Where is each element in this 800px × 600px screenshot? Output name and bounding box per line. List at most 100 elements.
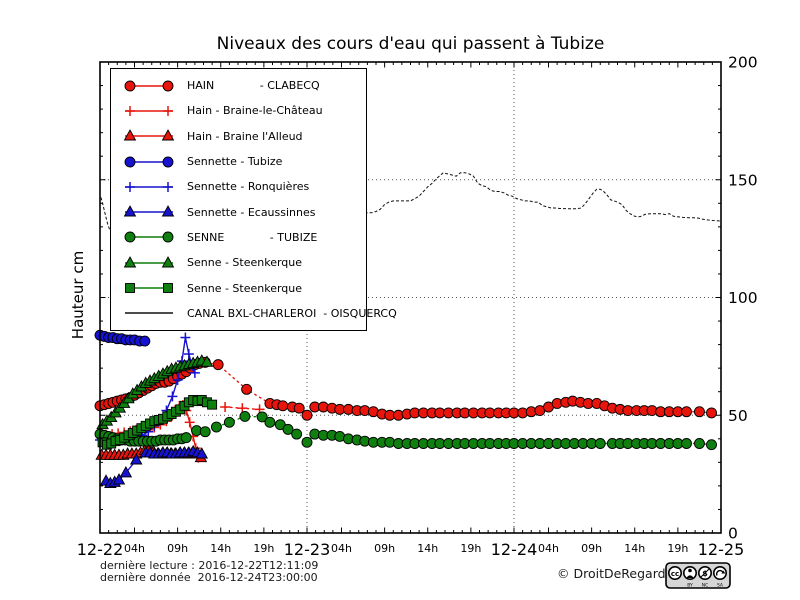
legend-item-label: Hain - Braine l'Alleud [187, 129, 303, 143]
hain_clabecq-marker [277, 400, 289, 412]
hain_clabecq-marker [681, 406, 692, 418]
senne_tubize-marker [210, 421, 222, 433]
senne_tubize-marker [291, 428, 303, 440]
cc-label-sa: SA [717, 583, 724, 589]
x-day-label: 12-25 [698, 540, 745, 559]
senne_steenkerque_triangle-marker [200, 355, 214, 367]
senne_tubize-marker [693, 438, 705, 449]
x-hour-label: 19h [253, 542, 274, 555]
sennette_ecaussinnes-marker [112, 473, 126, 485]
sennette_ecaussinnes-marker [195, 447, 209, 459]
sennette_tubize-legend-sample-icon [124, 156, 174, 167]
senne_tubize-marker [264, 416, 276, 428]
legend-item-hain_clabecq: HAIN - CLABECQ [111, 74, 366, 98]
legend-item-label: SENNE - TUBIZE [187, 230, 318, 244]
legend-item-senne_steenkerque_triangle: Senne - Steenkerque [111, 251, 366, 275]
cc-icon-circle [668, 566, 682, 580]
senne_tubize-marker [199, 426, 211, 438]
sa-arrows-icon [721, 570, 726, 574]
senne_tubize-marker [594, 438, 606, 449]
senne_tubize-marker [681, 438, 692, 449]
x-hour-label: 09h [167, 542, 188, 555]
senne_tubize-marker [282, 423, 294, 435]
senne_steenkerque_square-legend-sample-icon [125, 283, 173, 293]
legend-box: HAIN - CLABECQ Hain - Braine-le-Château Ha… [110, 68, 397, 331]
hain_clabecq-marker [706, 407, 717, 419]
x-hour-label: 14h [210, 542, 231, 555]
senne_tubize-marker [223, 416, 235, 428]
sennette_ecaussinnes-legend-sample-icon [123, 205, 175, 217]
x-hour-label: 19h [667, 542, 688, 555]
cc-label-nc: NC [702, 583, 709, 589]
senne_tubize-marker [274, 419, 286, 431]
sennette_ecaussinnes-marker [129, 453, 143, 465]
legend-item-sennette_ecaussinnes: Sennette - Ecaussinnes [111, 200, 366, 224]
by-person-icon [688, 568, 692, 573]
hain_clabecq-marker [693, 406, 705, 418]
x-hour-label: 09h [374, 542, 395, 555]
hain_clabecq-marker [301, 409, 313, 421]
legend-item-label: Senne - Steenkerque [187, 256, 303, 270]
y-axis-label: Hauteur cm [69, 250, 87, 340]
hain_braine_le_chateau-legend-sample-icon [125, 105, 173, 116]
x-hour-label: 04h [538, 542, 559, 555]
x-day-label: 12-23 [284, 540, 331, 559]
senne_steenkerque_square-marker [207, 399, 218, 410]
cc-icon: cc [671, 570, 679, 578]
legend-item-label: Hain - Braine-le-Château [187, 104, 323, 118]
senne_tubize-marker [706, 439, 717, 451]
x-hour-label: 19h [460, 542, 481, 555]
cc-icon-circle [682, 566, 697, 580]
nc-dollar-icon: $ [702, 569, 708, 578]
hain_braine_alleud-legend-sample-icon [123, 129, 175, 141]
copyright-text: © DroitDeRegard.be [557, 566, 686, 581]
x-hour-label: 14h [417, 542, 438, 555]
senne_tubize-marker [180, 432, 192, 444]
y-tick-label: 0 [728, 525, 738, 543]
senne_steenkerque_triangle-legend-sample-icon [123, 255, 175, 268]
x-hour-label: 04h [124, 542, 145, 555]
legend-item-canal_bxl_charleroi: CANAL BXL-CHARLEROI - OISQUERCQ [111, 301, 397, 325]
legend-item-label: HAIN - CLABECQ [187, 79, 320, 93]
last-data-text: dernière donnée 2016-12-24T23:00:00 [100, 571, 318, 584]
y-tick-label: 50 [728, 407, 748, 425]
cc-icon-circle [712, 566, 727, 580]
sennette_tubize-marker [139, 335, 151, 347]
legend-item-senne_tubize: SENNE - TUBIZE [111, 225, 366, 249]
legend-item-hain_braine_alleud: Hain - Braine l'Alleud [111, 124, 366, 148]
legend-item-label: Sennette - Ecaussinnes [187, 205, 316, 219]
sennette_ecaussinnes-marker [119, 466, 133, 478]
last-reading-text: dernière lecture : 2016-12-22T12:11:09 [100, 559, 319, 572]
senne_tubize-marker [301, 436, 313, 448]
legend-item-sennette_ronquieres: Sennette - Ronquières [111, 175, 366, 199]
hain_clabecq-marker [241, 383, 253, 395]
y-tick-label: 150 [728, 171, 758, 189]
sennette_ronquieres-legend-sample-icon [125, 181, 173, 192]
legend-item-label: Sennette - Tubize [187, 155, 283, 169]
by-person-icon [687, 575, 693, 578]
y-tick-label: 100 [728, 289, 758, 307]
canal_bxl_charleroi-legend-sample-icon [125, 312, 173, 315]
legend-item-label: CANAL BXL-CHARLEROI - OISQUERCQ [187, 306, 397, 320]
legend-item-hain_braine_le_chateau: Hain - Braine-le-Château [111, 99, 366, 123]
nc-dollar-icon [700, 568, 710, 578]
hain_clabecq-legend-sample-icon [124, 80, 174, 92]
cc-license-badge: cc $ BY NC SA [665, 562, 731, 589]
legend-item-label: Senne - Steenkerque [187, 281, 303, 295]
senne_tubize-marker [239, 410, 251, 422]
legend-item-label: Sennette - Ronquières [187, 180, 310, 194]
y-tick-label: 200 [728, 54, 758, 72]
x-hour-label: 09h [581, 542, 602, 555]
senne_tubize-legend-sample-icon [124, 231, 174, 243]
legend-item-sennette_tubize: Sennette - Tubize [111, 150, 366, 174]
legend-item-senne_steenkerque_square: Senne - Steenkerque [111, 276, 366, 300]
hain_clabecq-marker [293, 402, 305, 414]
cc-badge-bg [665, 562, 731, 589]
hain_clabecq-marker [212, 359, 224, 371]
x-day-label: 12-24 [491, 540, 538, 559]
x-hour-label: 04h [331, 542, 352, 555]
chart-title: Niveaux des cours d'eau qui passent à Tu… [216, 34, 605, 54]
canal_bxl_charleroi-line [100, 172, 721, 233]
